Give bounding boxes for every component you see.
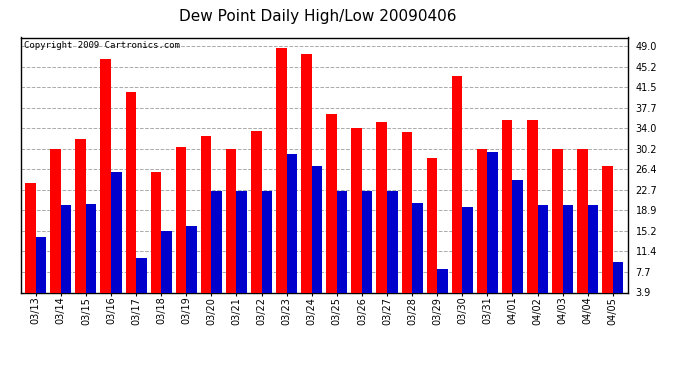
Bar [26,183,36,314]
Bar [302,54,312,314]
Bar [136,258,147,314]
Bar [552,148,562,314]
Bar [201,136,211,314]
Bar [477,148,487,314]
Bar [50,148,61,314]
Bar [126,92,136,314]
Bar [538,206,548,314]
Bar [613,262,623,314]
Bar [326,114,337,314]
Bar [211,191,222,314]
Bar [286,154,297,314]
Bar [387,191,397,314]
Bar [262,191,272,314]
Bar [513,180,523,314]
Bar [452,76,462,314]
Bar [101,59,111,314]
Bar [402,132,412,314]
Bar [487,152,498,314]
Bar [578,148,588,314]
Bar [276,48,286,314]
Bar [36,237,46,314]
Bar [437,269,448,314]
Bar [377,122,387,314]
Bar [251,130,262,314]
Bar [75,139,86,314]
Bar [562,206,573,314]
Text: Dew Point Daily High/Low 20090406: Dew Point Daily High/Low 20090406 [179,9,456,24]
Bar [161,231,172,314]
Bar [226,148,237,314]
Bar [426,158,437,314]
Bar [337,191,347,314]
Bar [462,207,473,314]
Bar [502,120,513,314]
Bar [111,172,121,314]
Bar [61,206,71,314]
Bar [86,204,97,314]
Bar [186,226,197,314]
Bar [602,166,613,314]
Bar [150,172,161,314]
Text: Copyright 2009 Cartronics.com: Copyright 2009 Cartronics.com [23,41,179,50]
Bar [362,191,373,314]
Bar [588,206,598,314]
Bar [527,120,538,314]
Bar [312,166,322,314]
Bar [351,128,362,314]
Bar [237,191,247,314]
Bar [412,203,423,314]
Bar [176,147,186,314]
